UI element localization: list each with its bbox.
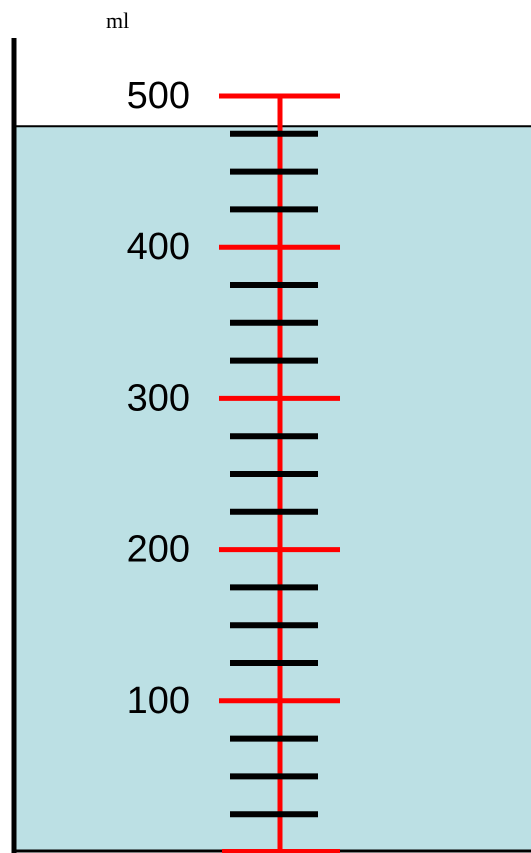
unit-label: ml (106, 8, 129, 33)
scale-label-400: 400 (127, 226, 190, 268)
scale-label-300: 300 (127, 377, 190, 419)
scale-label-200: 200 (127, 529, 190, 571)
scale-label-100: 100 (127, 680, 190, 722)
graduation-scale: 100 200 300 400 500 (127, 75, 340, 853)
liquid-fill (14, 126, 531, 853)
scale-label-500: 500 (127, 75, 190, 117)
